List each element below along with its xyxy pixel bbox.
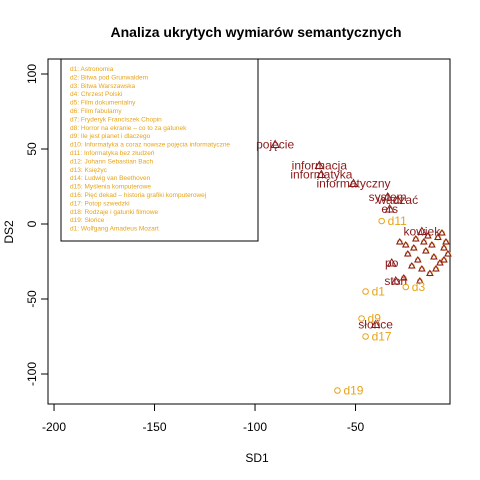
legend-entry: d19: Słońce xyxy=(70,217,105,224)
document-marker xyxy=(358,315,365,322)
cluster-triangle xyxy=(409,244,418,251)
y-axis-label: DS2 xyxy=(2,220,16,244)
cluster-triangle xyxy=(426,269,434,276)
document-marker xyxy=(334,387,341,394)
cluster-triangle xyxy=(430,253,438,260)
dense-cluster xyxy=(395,229,452,284)
legend-entry: d1: Astronomia xyxy=(70,66,114,73)
cluster-triangle xyxy=(395,238,404,245)
legend-entry: d8: Horror na ekranie – co to za gatunek xyxy=(70,125,187,132)
legend-entry: d7: Fryderyk Franciszek Chopin xyxy=(70,116,162,123)
term-label: po xyxy=(385,256,399,270)
y-tick-label: 100 xyxy=(25,64,39,84)
legend-entry: d18: Rodzaje i gatunki filmowe xyxy=(70,209,159,216)
cluster-triangle xyxy=(415,277,424,284)
term-marker xyxy=(382,191,393,201)
document-marker xyxy=(362,288,369,295)
term-marker xyxy=(314,160,325,169)
y-tick-label: -100 xyxy=(25,362,39,386)
cluster-triangle xyxy=(442,238,450,245)
cluster-triangle xyxy=(434,233,442,240)
document-label: d3 xyxy=(412,280,426,294)
document-marker xyxy=(378,217,385,225)
term-label: pojęcie xyxy=(256,138,294,152)
term-marker xyxy=(348,178,359,187)
legend-entry: d13: Księżyc xyxy=(70,167,108,174)
cluster-triangle xyxy=(417,265,426,272)
x-tick-label: -50 xyxy=(347,420,365,434)
cluster-triangle xyxy=(411,235,420,242)
term-marker xyxy=(386,257,397,267)
cluster-triangle xyxy=(421,247,430,254)
term-points: pojęcie informacjainformatykainformatyczn… xyxy=(256,138,441,332)
cluster-triangle xyxy=(424,232,432,239)
term-label: stoń xyxy=(384,274,407,288)
legend-entry: d16: Pięć dekad – historia grafiki kompu… xyxy=(70,192,206,199)
cluster-triangle xyxy=(440,256,448,263)
cluster-triangle xyxy=(428,241,436,248)
legend-entry: d11: Informatyka bez złudzeń xyxy=(70,150,155,157)
term-label: informatyka xyxy=(290,168,352,182)
y-axis: -100 -50 0 50 100 xyxy=(25,64,48,386)
legend-entry: d12: Johann Sebastian Bach xyxy=(70,158,154,165)
document-label: d17 xyxy=(372,330,392,344)
term-label: kowiek xyxy=(404,225,442,239)
cluster-triangle xyxy=(399,274,408,281)
legend-entry: d1: Wolfgang Amadeus Mozart xyxy=(70,226,159,233)
legend-entry: d9: Ile jest planet i dlaczego xyxy=(70,133,151,140)
legend-entry: d4: Chrzest Polski xyxy=(70,91,122,98)
cluster-triangle xyxy=(413,256,422,263)
document-label: d19 xyxy=(343,384,363,398)
legend-entry: d14: Ludwig van Beethoven xyxy=(70,175,151,182)
x-tick-label: -100 xyxy=(243,420,267,434)
x-axis-label: SD1 xyxy=(245,451,269,465)
term-marker xyxy=(392,194,403,204)
term-marker xyxy=(384,203,395,213)
cluster-triangle xyxy=(401,241,410,248)
cluster-triangle xyxy=(444,250,452,257)
cluster-triangle xyxy=(407,262,416,269)
legend-entry: d2: Bitwa pod Grunwaldem xyxy=(70,74,148,81)
legend-entry: d10: Informatyka a coraz nowsze pojęcia … xyxy=(70,142,230,149)
chart-title: Analiza ukrytych wymiarów semantycznych xyxy=(111,24,402,40)
term-marker xyxy=(390,275,401,285)
document-points: d1 d3 d9 d17 d11 d19 xyxy=(334,214,426,398)
term-label: system xyxy=(369,190,407,204)
document-label: d1 xyxy=(372,285,386,299)
y-tick-label: 50 xyxy=(25,142,39,156)
term-label: ers xyxy=(381,202,398,216)
document-label: d11 xyxy=(388,214,407,228)
legend-entry: d5: Film dokumentalny xyxy=(70,100,136,107)
y-tick-label: 0 xyxy=(25,220,39,227)
y-tick-label: -50 xyxy=(25,290,39,308)
term-label: wadzać xyxy=(376,193,418,207)
term-label: słońce xyxy=(358,318,393,332)
document-label: d9 xyxy=(368,312,382,326)
term-marker xyxy=(270,139,280,148)
cluster-triangle xyxy=(419,238,428,245)
legend-entry: d17: Potop szwedzki xyxy=(70,200,130,207)
x-axis: -200 -150 -100 -50 xyxy=(42,404,365,434)
legend-entry: d6: Film fabularny xyxy=(70,108,122,115)
x-tick-label: -150 xyxy=(143,420,167,434)
cluster-triangle xyxy=(432,265,440,272)
x-tick-label: -200 xyxy=(42,420,66,434)
term-marker xyxy=(416,226,427,235)
cluster-triangle xyxy=(438,229,446,236)
term-label: informacja xyxy=(292,159,348,173)
legend-entry: d3: Bitwa Warszawska xyxy=(70,83,136,90)
document-marker xyxy=(402,283,410,291)
legend-box xyxy=(60,58,259,242)
document-marker xyxy=(362,333,369,340)
term-label: informatyczny xyxy=(317,177,391,191)
cluster-triangle xyxy=(440,244,448,251)
cluster-triangle xyxy=(403,250,412,257)
legend-entry: d15: Myślenia komputerowe xyxy=(70,184,151,191)
term-marker xyxy=(316,169,327,178)
term-marker xyxy=(370,319,381,328)
